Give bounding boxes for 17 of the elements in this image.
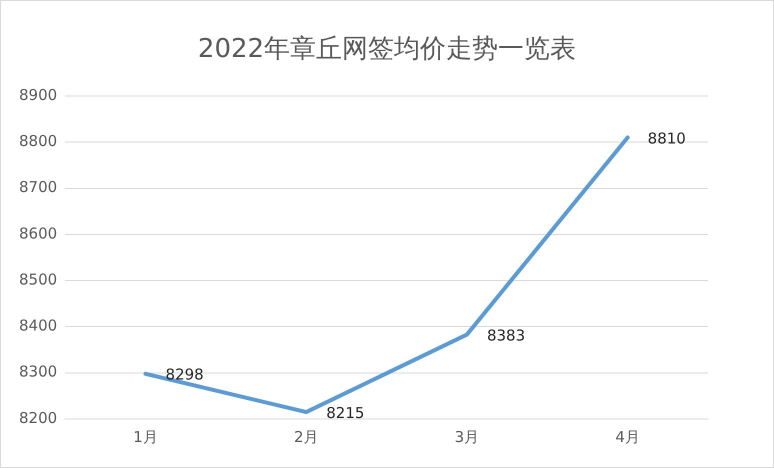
x-tick-label: 3月	[454, 428, 480, 446]
y-tick-label: 8600	[18, 224, 58, 242]
data-label: 8383	[486, 326, 526, 344]
chart-title: 2022年章丘网签均价走势一览表	[196, 33, 578, 66]
y-tick-label: 8500	[18, 270, 58, 288]
y-tick-label: 8900	[18, 86, 58, 104]
data-label: 8298	[166, 366, 204, 384]
data-label: 8215	[326, 404, 364, 422]
y-tick-label: 8200	[18, 408, 58, 427]
data-label: 8810	[648, 129, 686, 148]
x-tick-label: 2月	[294, 428, 319, 446]
y-tick-label: 8800	[18, 132, 58, 150]
y-tick-label: 8400	[18, 316, 58, 335]
x-tick-label: 1月	[133, 428, 158, 446]
y-tick-label: 8700	[18, 178, 58, 196]
y-tick-label: 8300	[18, 362, 58, 381]
x-tick-label: 4月	[615, 428, 640, 446]
